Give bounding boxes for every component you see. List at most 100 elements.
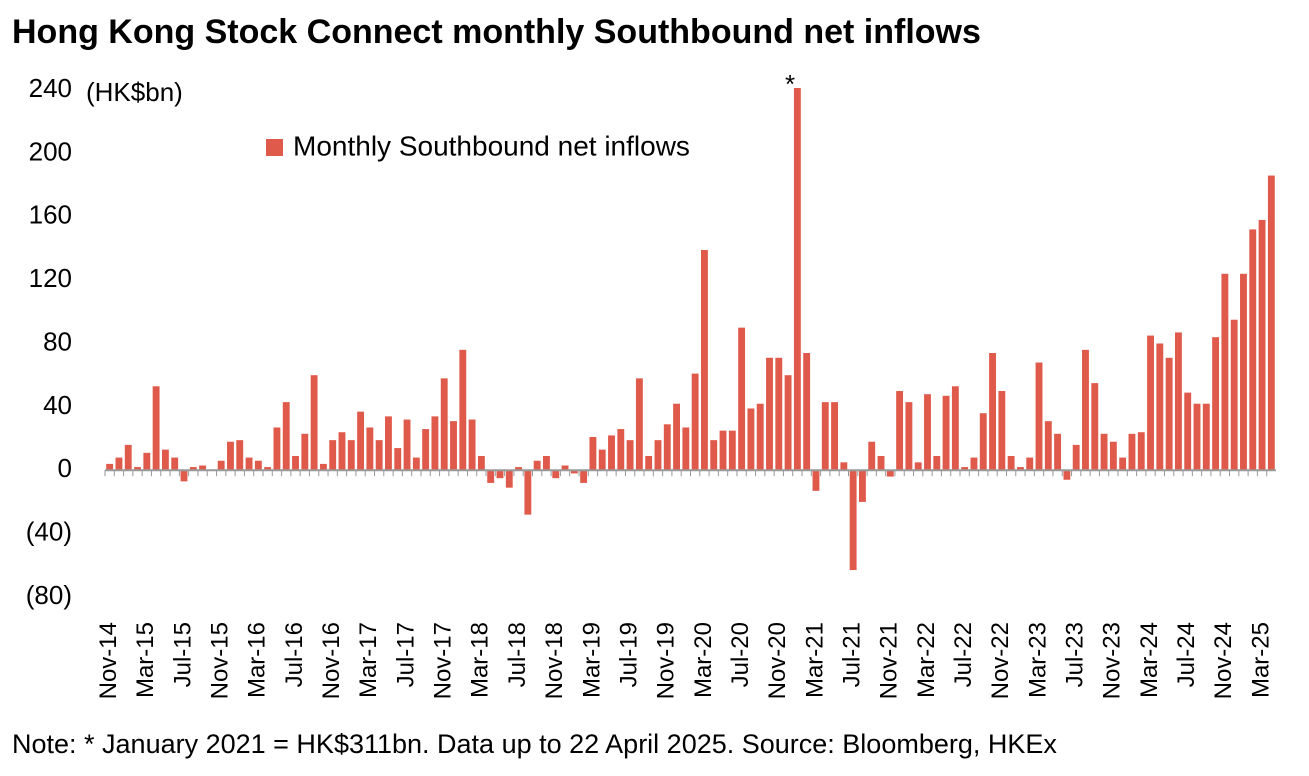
bar bbox=[961, 467, 969, 471]
bar bbox=[1221, 273, 1229, 471]
x-tick-label: Nov-24 bbox=[1210, 622, 1237, 699]
y-tick-label: 0 bbox=[58, 453, 72, 483]
bar bbox=[217, 460, 225, 471]
bar bbox=[1119, 457, 1127, 471]
bar bbox=[273, 427, 281, 471]
x-tick-label: Mar-20 bbox=[690, 622, 717, 698]
bar bbox=[979, 413, 987, 471]
bar bbox=[970, 457, 978, 471]
bar bbox=[793, 88, 801, 471]
bar bbox=[403, 419, 411, 471]
x-tick-label: Mar-21 bbox=[801, 622, 828, 698]
bar bbox=[673, 403, 680, 471]
bar bbox=[487, 470, 495, 483]
bar bbox=[245, 457, 253, 471]
x-tick-label: Nov-14 bbox=[95, 622, 122, 699]
bar bbox=[199, 465, 207, 471]
x-tick-label: Jul-16 bbox=[281, 622, 308, 687]
bar bbox=[422, 429, 430, 471]
bar bbox=[1156, 343, 1164, 471]
x-tick-label: Nov-22 bbox=[987, 622, 1014, 699]
bar bbox=[719, 430, 727, 471]
bar bbox=[561, 465, 569, 471]
bar bbox=[264, 467, 272, 471]
x-tick-label: Jul-18 bbox=[504, 622, 531, 687]
y-tick-label: (40) bbox=[26, 517, 72, 547]
bar bbox=[868, 441, 876, 471]
x-tick-label: Jul-17 bbox=[392, 622, 419, 687]
bar bbox=[134, 467, 141, 471]
bar bbox=[189, 467, 197, 471]
x-tick-label: Nov-20 bbox=[764, 622, 791, 699]
bar bbox=[608, 435, 615, 471]
bar bbox=[515, 467, 523, 471]
y-tick-label: 240 bbox=[29, 73, 72, 103]
bar bbox=[533, 460, 541, 471]
bar bbox=[849, 470, 857, 571]
x-tick-label: Mar-25 bbox=[1247, 622, 1274, 698]
bars bbox=[106, 88, 1275, 571]
bar bbox=[1128, 433, 1136, 471]
bar bbox=[394, 448, 402, 471]
bar bbox=[654, 440, 662, 471]
bar bbox=[877, 455, 885, 471]
bar bbox=[1267, 175, 1275, 471]
y-tick-label: 200 bbox=[29, 136, 72, 166]
bar bbox=[412, 457, 420, 471]
bar bbox=[385, 416, 392, 471]
bar bbox=[292, 455, 299, 471]
bar bbox=[459, 349, 467, 471]
bar bbox=[645, 455, 653, 471]
bar bbox=[1258, 219, 1266, 471]
bar bbox=[1240, 273, 1247, 471]
x-tick-label: Jul-24 bbox=[1173, 622, 1200, 687]
bar bbox=[1035, 362, 1043, 471]
bar bbox=[1082, 349, 1089, 471]
bar bbox=[701, 250, 708, 471]
x-tick-label: Mar-17 bbox=[355, 622, 382, 698]
y-tick-label: 120 bbox=[29, 263, 72, 293]
bar bbox=[914, 462, 922, 471]
x-tick-label: Nov-23 bbox=[1099, 622, 1126, 699]
bar bbox=[738, 327, 746, 471]
x-tick-label: Mar-22 bbox=[913, 622, 940, 698]
bar bbox=[1193, 403, 1201, 471]
bar bbox=[1054, 433, 1062, 471]
bar bbox=[580, 470, 588, 483]
x-tick-label: Mar-24 bbox=[1136, 622, 1163, 698]
bar bbox=[942, 395, 950, 471]
note: Note: * January 2021 = HK$311bn. Data up… bbox=[12, 729, 1057, 759]
bar bbox=[821, 402, 829, 471]
bar bbox=[1230, 319, 1238, 471]
bar bbox=[1137, 432, 1145, 471]
bar bbox=[924, 394, 931, 471]
x-tick-label: Nov-21 bbox=[876, 622, 903, 699]
bar bbox=[236, 440, 244, 471]
bar bbox=[998, 391, 1006, 471]
bar bbox=[1147, 335, 1154, 471]
bar bbox=[812, 470, 820, 491]
bar bbox=[886, 470, 894, 477]
bar bbox=[989, 353, 996, 471]
bar bbox=[450, 421, 457, 471]
bar bbox=[143, 452, 151, 471]
bar bbox=[1165, 357, 1173, 471]
bar bbox=[840, 462, 848, 471]
bar bbox=[338, 432, 346, 471]
bar bbox=[366, 427, 374, 471]
bar bbox=[524, 470, 532, 515]
bar bbox=[505, 470, 513, 488]
x-tick-label: Nov-18 bbox=[541, 622, 568, 699]
bar bbox=[691, 373, 699, 471]
x-tick-label: Nov-15 bbox=[207, 622, 234, 699]
legend-label: Monthly Southbound net inflows bbox=[293, 130, 690, 161]
bar bbox=[431, 416, 439, 471]
bar bbox=[1202, 403, 1210, 471]
bar bbox=[1026, 457, 1034, 471]
bar bbox=[1063, 470, 1071, 480]
bar bbox=[570, 470, 578, 474]
bar bbox=[933, 455, 941, 471]
bar bbox=[663, 424, 671, 471]
x-tick-label: Jul-22 bbox=[950, 622, 977, 687]
